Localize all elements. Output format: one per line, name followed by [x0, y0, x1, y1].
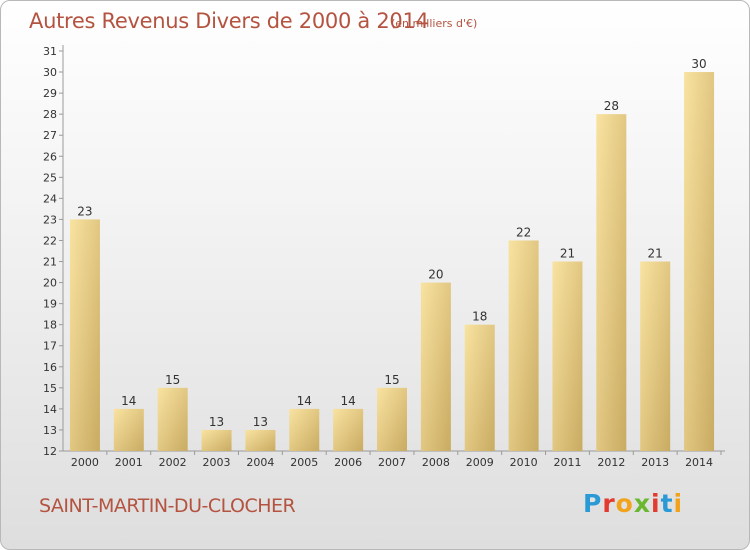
- y-tick-label: 18: [43, 319, 57, 332]
- bar-2007: [377, 387, 407, 451]
- y-tick-label: 13: [43, 424, 57, 437]
- x-tick-label-2013: 2013: [641, 456, 669, 469]
- y-tick-label: 31: [43, 45, 57, 58]
- proxiti-logo[interactable]: Proxiti: [583, 489, 683, 518]
- x-tick-label-2001: 2001: [115, 456, 143, 469]
- y-tick-label: 23: [43, 213, 57, 226]
- value-label-2002: 15: [165, 373, 180, 387]
- bar-2003: [201, 429, 232, 451]
- x-tick-label-2007: 2007: [378, 456, 406, 469]
- value-label-2005: 14: [297, 394, 312, 408]
- value-label-2001: 14: [121, 394, 136, 408]
- bar-2002: [157, 387, 188, 451]
- y-tick-label: 24: [43, 192, 57, 205]
- y-tick-label: 16: [43, 361, 57, 374]
- y-tick-label: 22: [43, 234, 57, 247]
- value-label-2000: 23: [77, 204, 92, 218]
- y-tick-label: 17: [43, 340, 57, 353]
- value-label-2011: 21: [560, 247, 575, 261]
- bar-2001: [113, 408, 144, 451]
- value-label-2004: 13: [253, 415, 268, 429]
- bar-2000: [69, 219, 100, 451]
- logo-letter: o: [615, 489, 634, 518]
- x-tick-label-2014: 2014: [685, 456, 713, 469]
- bar-2014: [684, 72, 715, 451]
- labels-group: 23 2000 14 2001 15 2002 13 2003 13 2004 14 2005 14 20…: [71, 57, 713, 469]
- x-tick-label-2000: 2000: [71, 456, 99, 469]
- logo-letter: i: [673, 489, 684, 518]
- x-tick-label-2011: 2011: [553, 456, 581, 469]
- value-label-2014: 30: [691, 57, 706, 71]
- y-tick-label: 20: [43, 277, 57, 290]
- y-tick-label: 30: [43, 66, 57, 79]
- value-label-2007: 15: [384, 373, 399, 387]
- bar-2011: [552, 261, 583, 451]
- x-tick-label-2004: 2004: [246, 456, 274, 469]
- y-tick-label: 19: [43, 298, 57, 311]
- value-label-2013: 21: [648, 247, 663, 261]
- logo-letter: x: [633, 489, 651, 518]
- y-tick-label: 12: [43, 445, 57, 458]
- x-tick-label-2010: 2010: [510, 456, 538, 469]
- bars-group: [69, 72, 715, 451]
- bar-2013: [640, 261, 671, 451]
- bar-2008: [420, 282, 451, 451]
- bar-2004: [245, 429, 276, 451]
- chart-axes: 12 13 14 15 16 17 18 19 20 21 22 23 24 25 26 27 28 29 30 31: [43, 45, 725, 458]
- x-tick-label-2002: 2002: [159, 456, 187, 469]
- bar-2006: [333, 408, 364, 451]
- x-tick-label-2008: 2008: [422, 456, 450, 469]
- y-tick-label: 29: [43, 87, 57, 100]
- logo-letter: i: [651, 489, 661, 518]
- y-tick-label: 28: [43, 108, 57, 121]
- x-tick-label-2006: 2006: [334, 456, 362, 469]
- y-tick-label: 21: [43, 256, 57, 269]
- commune-name: SAINT-MARTIN-DU-CLOCHER: [39, 495, 296, 517]
- bar-2012: [596, 114, 627, 451]
- x-tick-label-2005: 2005: [290, 456, 318, 469]
- logo-letter: P: [583, 489, 603, 518]
- chart-subtitle: (en milliers d'€): [391, 17, 478, 30]
- bar-2005: [289, 408, 320, 451]
- bar-2009: [464, 324, 495, 451]
- value-label-2012: 28: [604, 99, 619, 113]
- x-tick-label-2012: 2012: [597, 456, 625, 469]
- y-tick-label: 25: [43, 171, 57, 184]
- logo-letter: t: [660, 489, 674, 518]
- value-label-2008: 20: [428, 268, 443, 282]
- y-tick-label: 14: [43, 403, 57, 416]
- value-label-2006: 14: [340, 394, 355, 408]
- bar-2010: [508, 240, 539, 451]
- value-label-2010: 22: [516, 225, 531, 239]
- logo-letter: r: [602, 489, 616, 518]
- y-tick-label: 26: [43, 150, 57, 163]
- x-tick-label-2009: 2009: [466, 456, 494, 469]
- y-tick-label: 27: [43, 129, 57, 142]
- chart-title: Autres Revenus Divers de 2000 à 2014: [29, 9, 429, 33]
- value-label-2003: 13: [209, 415, 224, 429]
- value-label-2009: 18: [472, 310, 487, 324]
- x-tick-label-2003: 2003: [203, 456, 231, 469]
- y-tick-label: 15: [43, 382, 57, 395]
